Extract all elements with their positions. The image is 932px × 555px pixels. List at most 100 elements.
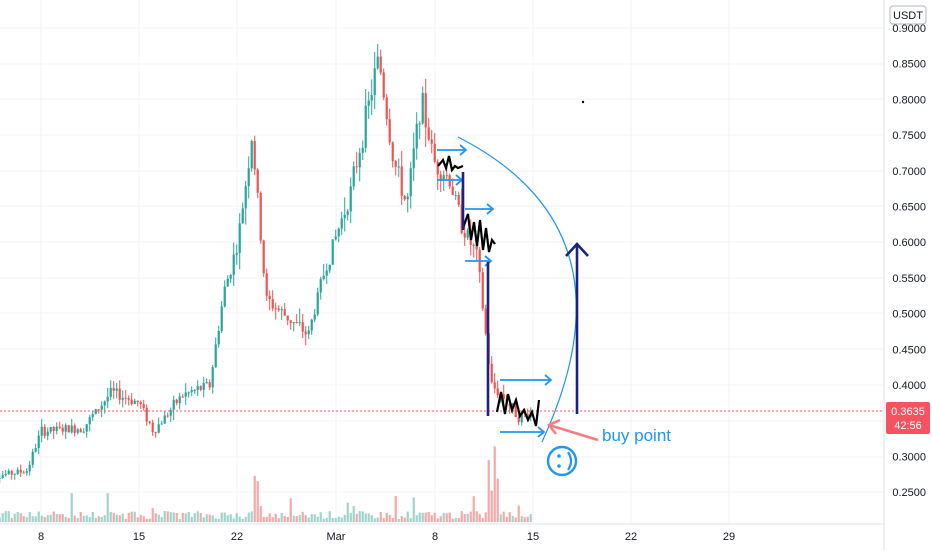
candle-body: [514, 403, 517, 417]
volume-bar: [400, 516, 403, 522]
candle-body: [520, 412, 523, 423]
volume-bar: [109, 511, 112, 522]
candle-body: [169, 409, 172, 416]
volume-bar: [331, 518, 334, 522]
candle-body: [472, 244, 475, 246]
price-tick-label: 0.7000: [892, 166, 926, 178]
candle-body: [316, 292, 319, 315]
volume-bar: [364, 513, 367, 522]
trace-line-3: [495, 391, 541, 427]
volume-bar: [154, 513, 157, 522]
candle-body: [79, 429, 82, 433]
candle-body: [232, 254, 235, 276]
price-tick-label: 0.2500: [892, 487, 926, 499]
candle-body: [229, 275, 232, 279]
volume-bar: [4, 511, 7, 522]
volume-bar: [361, 511, 364, 522]
volume-bar: [409, 518, 412, 522]
volume-bar: [394, 496, 397, 522]
candle-body: [157, 424, 160, 433]
volume-bar: [487, 460, 490, 522]
candle-body: [367, 100, 370, 106]
volume-bar: [91, 511, 94, 522]
price-tick-label: 0.7500: [892, 130, 926, 142]
volume-bar: [346, 502, 349, 522]
candle-body: [358, 152, 361, 168]
volume-bar: [454, 518, 457, 522]
candle-body: [409, 168, 412, 197]
current-price-value: 0.3635: [891, 406, 925, 418]
candle-body: [139, 401, 142, 405]
volume-bar: [226, 515, 229, 522]
volume-bar: [463, 514, 466, 522]
volume-bar: [385, 512, 388, 522]
volume-bar: [373, 518, 376, 522]
volume-bar: [484, 512, 487, 522]
candle-body: [184, 392, 187, 397]
volume-bar: [172, 512, 175, 522]
volume-bar: [337, 516, 340, 522]
volume-bar: [214, 518, 217, 522]
candle-body: [382, 72, 385, 98]
drawing-layer[interactable]: [437, 100, 599, 477]
candle-body: [193, 389, 196, 391]
volume-bar: [271, 517, 274, 522]
candle-body: [133, 400, 136, 405]
candle-body: [397, 166, 400, 168]
candle-body: [313, 314, 316, 320]
volume-bar: [328, 511, 331, 522]
time-tick-label: 8: [38, 531, 44, 543]
volume-bar: [223, 512, 226, 522]
candle-body: [16, 469, 19, 474]
candle-body: [202, 382, 205, 390]
volume-bar: [1, 513, 4, 522]
time-tick-label: 29: [723, 531, 735, 543]
currency-badge[interactable]: [889, 5, 927, 25]
price-tick-label: 0.9000: [892, 23, 926, 35]
volume-bar: [322, 518, 325, 522]
volume-bar: [472, 496, 475, 522]
volume-bar: [211, 515, 214, 522]
volume-bar: [334, 518, 337, 522]
candle-body: [526, 413, 529, 418]
candle-body: [406, 196, 409, 200]
currency-badge-label: USDT: [893, 10, 923, 22]
price-axis[interactable]: [884, 0, 932, 524]
candle-body: [343, 214, 346, 219]
candle-body: [148, 421, 151, 423]
candle-body: [235, 253, 238, 255]
candle-body: [340, 218, 343, 229]
candle-body: [124, 397, 127, 399]
volume-bar: [220, 512, 223, 522]
candle-body: [466, 230, 469, 238]
volume-bar: [256, 481, 259, 522]
volume-bar: [244, 516, 247, 522]
candle-body: [517, 416, 520, 423]
candle-body: [67, 425, 70, 433]
candle-body: [454, 195, 457, 197]
candle-body: [28, 464, 31, 472]
candle-body: [13, 473, 16, 475]
volume-bar: [196, 511, 199, 522]
candle-body: [61, 427, 64, 432]
volume-bar: [439, 516, 442, 522]
candle-body: [82, 431, 85, 433]
candle-body: [490, 363, 493, 383]
candle-body: [109, 387, 112, 397]
candle-body: [55, 426, 58, 431]
candle-body: [427, 127, 430, 140]
candle-body: [19, 469, 22, 473]
candle-body: [328, 264, 331, 271]
candle-body: [91, 414, 94, 418]
volume-bar: [130, 511, 133, 522]
volume-bar: [283, 515, 286, 522]
time-tick-label: 22: [625, 531, 637, 543]
candle-body: [151, 422, 154, 433]
volume-bar: [511, 515, 514, 522]
candle-body: [7, 470, 10, 474]
volume-bar: [16, 511, 19, 522]
time-axis-ticks[interactable]: 8 15 22 Mar 8 15 22 29: [38, 531, 735, 543]
volume-bar: [37, 511, 40, 522]
candle-body: [115, 388, 118, 391]
